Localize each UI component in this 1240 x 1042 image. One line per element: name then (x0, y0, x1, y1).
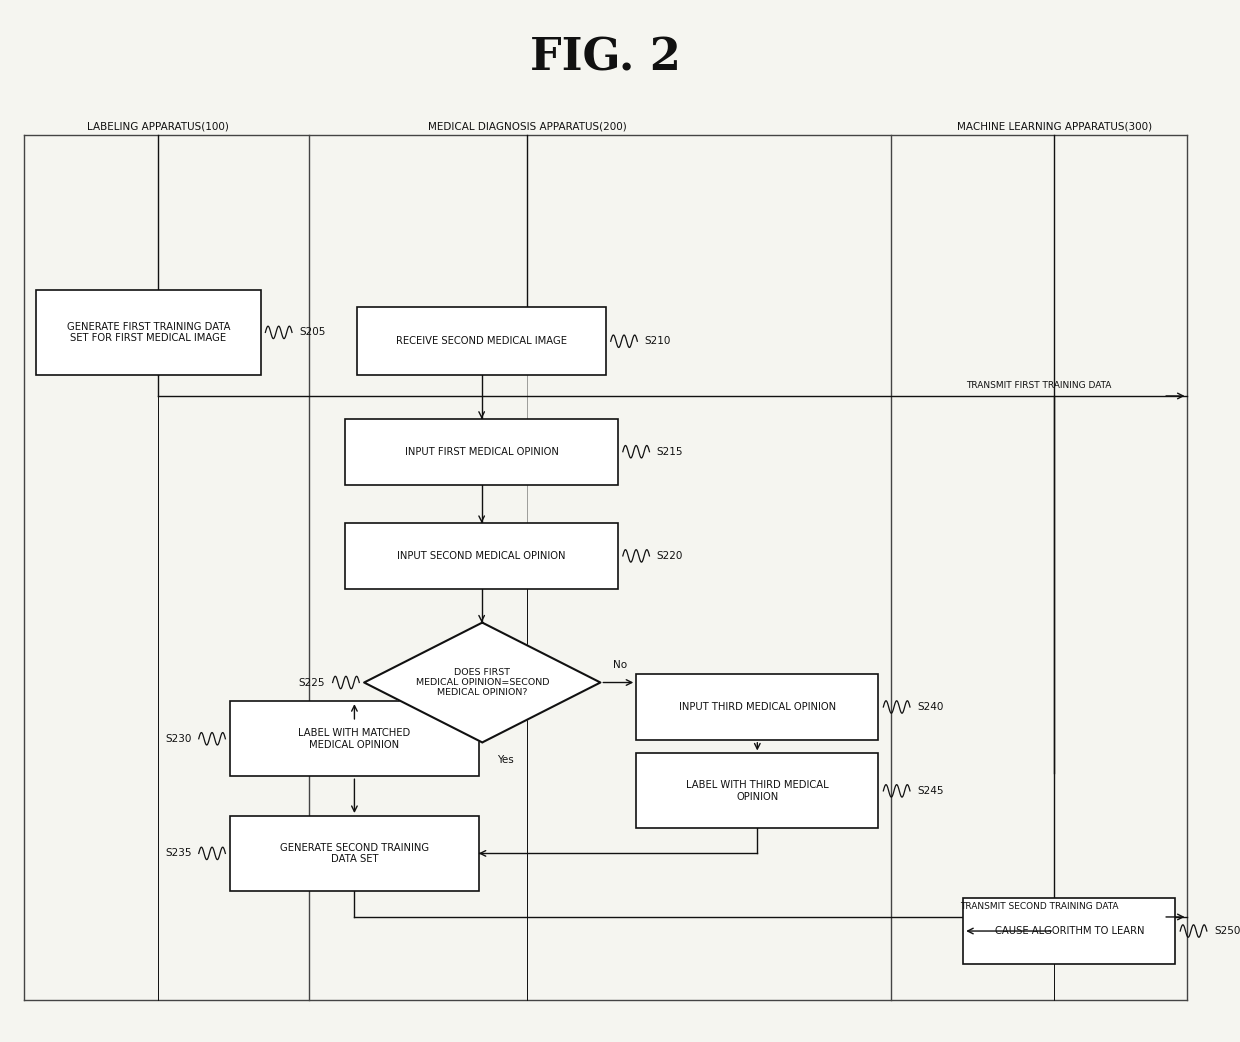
Text: S235: S235 (165, 848, 191, 859)
Text: Yes: Yes (497, 754, 513, 765)
Text: MEDICAL DIAGNOSIS APPARATUS(200): MEDICAL DIAGNOSIS APPARATUS(200) (428, 121, 626, 131)
Text: S245: S245 (918, 786, 944, 796)
Text: S225: S225 (299, 677, 325, 688)
Text: LABEL WITH THIRD MEDICAL
OPINION: LABEL WITH THIRD MEDICAL OPINION (686, 780, 828, 801)
FancyBboxPatch shape (36, 290, 260, 375)
FancyBboxPatch shape (345, 419, 618, 485)
Text: DOES FIRST
MEDICAL OPINION=SECOND
MEDICAL OPINION?: DOES FIRST MEDICAL OPINION=SECOND MEDICA… (415, 668, 549, 697)
Text: S205: S205 (299, 327, 326, 338)
Text: S210: S210 (645, 337, 671, 346)
Text: LABEL WITH MATCHED
MEDICAL OPINION: LABEL WITH MATCHED MEDICAL OPINION (299, 728, 410, 749)
Text: MACHINE LEARNING APPARATUS(300): MACHINE LEARNING APPARATUS(300) (956, 121, 1152, 131)
FancyBboxPatch shape (636, 674, 878, 740)
Text: GENERATE FIRST TRAINING DATA
SET FOR FIRST MEDICAL IMAGE: GENERATE FIRST TRAINING DATA SET FOR FIR… (67, 322, 231, 343)
Polygon shape (365, 623, 600, 742)
FancyBboxPatch shape (345, 523, 618, 589)
FancyBboxPatch shape (231, 816, 479, 891)
Text: INPUT FIRST MEDICAL OPINION: INPUT FIRST MEDICAL OPINION (404, 447, 558, 456)
Text: S250: S250 (1214, 926, 1240, 936)
Text: S215: S215 (657, 447, 683, 456)
FancyBboxPatch shape (963, 898, 1176, 964)
Text: RECEIVE SECOND MEDICAL IMAGE: RECEIVE SECOND MEDICAL IMAGE (396, 337, 567, 346)
Text: S220: S220 (657, 551, 683, 561)
Text: No: No (613, 660, 626, 670)
FancyBboxPatch shape (357, 307, 606, 375)
Text: S230: S230 (165, 734, 191, 744)
Text: LABELING APPARATUS(100): LABELING APPARATUS(100) (87, 121, 228, 131)
Text: INPUT THIRD MEDICAL OPINION: INPUT THIRD MEDICAL OPINION (678, 702, 836, 712)
Text: TRANSMIT FIRST TRAINING DATA: TRANSMIT FIRST TRAINING DATA (966, 380, 1112, 390)
FancyBboxPatch shape (231, 701, 479, 776)
Text: CAUSE ALGORITHM TO LEARN: CAUSE ALGORITHM TO LEARN (994, 926, 1145, 936)
FancyBboxPatch shape (636, 753, 878, 828)
Text: S240: S240 (918, 702, 944, 712)
Text: TRANSMIT SECOND TRAINING DATA: TRANSMIT SECOND TRAINING DATA (960, 901, 1118, 911)
Text: FIG. 2: FIG. 2 (531, 36, 681, 79)
Text: GENERATE SECOND TRAINING
DATA SET: GENERATE SECOND TRAINING DATA SET (280, 843, 429, 864)
Text: INPUT SECOND MEDICAL OPINION: INPUT SECOND MEDICAL OPINION (397, 551, 565, 561)
